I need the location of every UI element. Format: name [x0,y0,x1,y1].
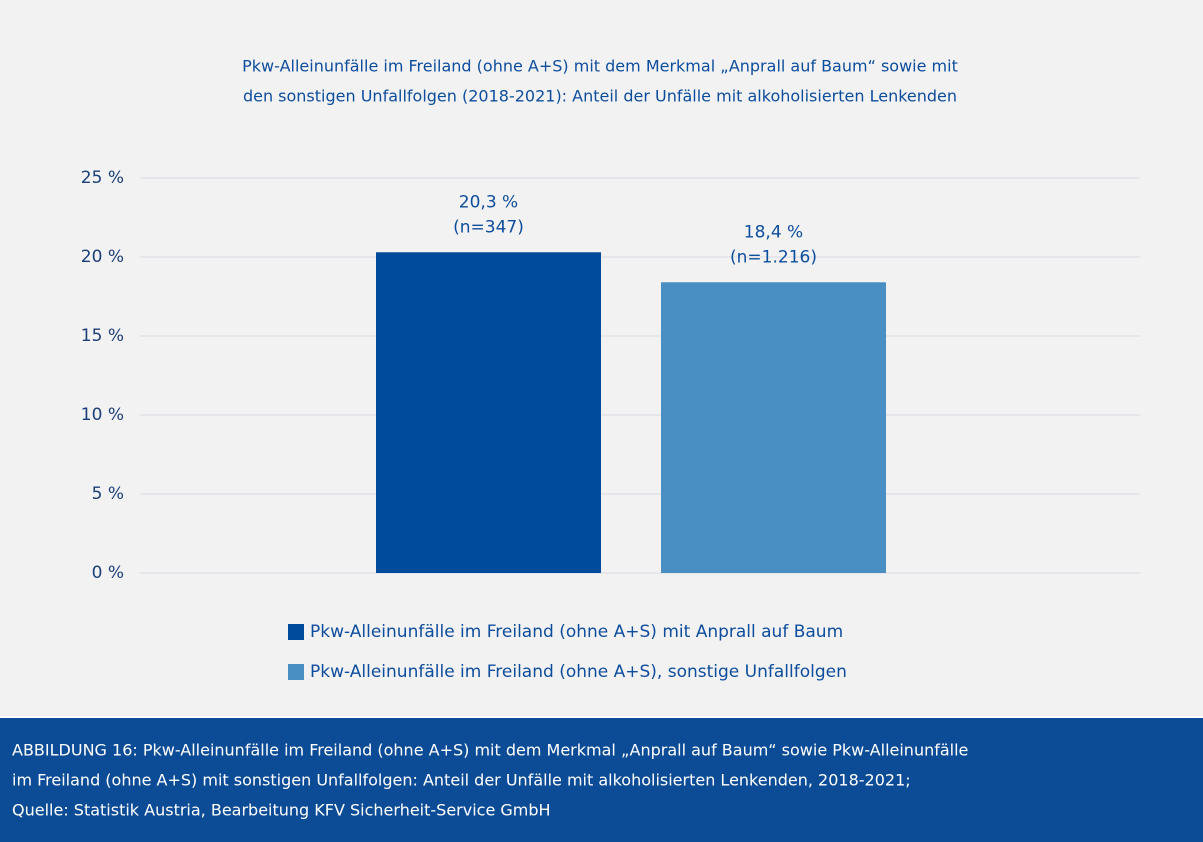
bar [661,282,886,573]
chart-background [0,0,1203,716]
y-tick-label: 5 % [92,484,124,504]
bar [376,252,601,573]
sample-label: (n=1.216) [730,247,817,267]
legend-label: Pkw-Alleinunfälle im Freiland (ohne A+S)… [310,622,843,642]
y-tick-label: 25 % [81,168,124,188]
caption: Quelle: Statistik Austria, Bearbeitung K… [12,801,551,820]
legend-swatch [288,664,304,680]
y-tick-label: 20 % [81,247,124,267]
y-tick-label: 0 % [92,563,124,583]
caption: ABBILDUNG 16: Pkw-Alleinunfälle im Freil… [12,741,968,760]
legend-swatch [288,624,304,640]
sample-label: (n=347) [453,217,524,237]
caption-background [0,718,1203,842]
chart-title: Pkw-Alleinunfälle im Freiland (ohne A+S)… [242,57,958,76]
caption: im Freiland (ohne A+S) mit sonstigen Unf… [12,771,911,790]
y-tick-label: 10 % [81,405,124,425]
data-label: 20,3 % [459,192,518,212]
chart-title: den sonstigen Unfallfolgen (2018-2021): … [243,87,957,106]
legend-label: Pkw-Alleinunfälle im Freiland (ohne A+S)… [310,662,847,682]
data-label: 18,4 % [744,222,803,242]
y-tick-label: 15 % [81,326,124,346]
